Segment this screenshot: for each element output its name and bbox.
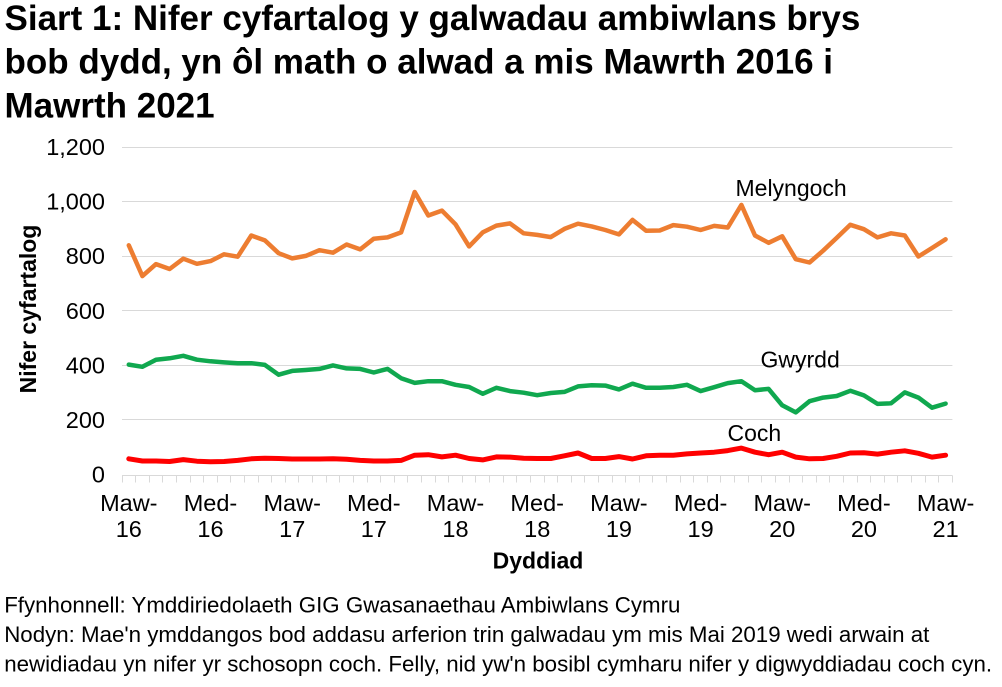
svg-text:800: 800 xyxy=(66,243,105,269)
svg-text:19: 19 xyxy=(688,516,714,542)
svg-text:Coch: Coch xyxy=(728,420,782,446)
svg-text:Siart 1: Nifer cyfartalog y ga: Siart 1: Nifer cyfartalog y galwadau amb… xyxy=(5,0,861,38)
svg-text:400: 400 xyxy=(66,352,105,378)
svg-text:Med-: Med- xyxy=(347,490,401,516)
svg-text:Maw-: Maw- xyxy=(427,490,484,516)
svg-text:Dyddiad: Dyddiad xyxy=(493,548,584,574)
svg-text:Gwyrdd: Gwyrdd xyxy=(761,347,840,373)
svg-text:Nodyn: Mae'n ymddangos bod add: Nodyn: Mae'n ymddangos bod addasu arferi… xyxy=(4,622,930,647)
svg-text:bob dydd, yn ôl math o alwad a: bob dydd, yn ôl math o alwad a mis Mawrt… xyxy=(5,43,834,82)
svg-text:18: 18 xyxy=(524,516,550,542)
svg-text:Maw-: Maw- xyxy=(590,490,647,516)
svg-text:Med-: Med- xyxy=(510,490,564,516)
svg-text:20: 20 xyxy=(851,516,877,542)
svg-text:Mawrth 2021: Mawrth 2021 xyxy=(5,86,215,125)
svg-text:Maw-: Maw- xyxy=(100,490,157,516)
svg-text:200: 200 xyxy=(66,407,105,433)
svg-text:1,200: 1,200 xyxy=(46,134,105,160)
svg-text:17: 17 xyxy=(279,516,305,542)
svg-text:21: 21 xyxy=(933,516,959,542)
svg-text:Med-: Med- xyxy=(184,490,238,516)
svg-text:16: 16 xyxy=(116,516,142,542)
svg-text:1,000: 1,000 xyxy=(46,189,105,215)
svg-text:Maw-: Maw- xyxy=(917,490,974,516)
svg-text:Maw-: Maw- xyxy=(263,490,320,516)
svg-text:20: 20 xyxy=(769,516,795,542)
svg-text:16: 16 xyxy=(197,516,223,542)
svg-text:Maw-: Maw- xyxy=(753,490,810,516)
svg-text:17: 17 xyxy=(361,516,387,542)
svg-text:Med-: Med- xyxy=(837,490,891,516)
svg-text:Melyngoch: Melyngoch xyxy=(736,175,847,201)
svg-text:Ffynhonnell: Ymddiriedolaeth G: Ffynhonnell: Ymddiriedolaeth GIG Gwasana… xyxy=(4,593,680,618)
svg-text:Nifer cyfartalog: Nifer cyfartalog xyxy=(15,225,41,394)
svg-text:600: 600 xyxy=(66,298,105,324)
svg-text:Med-: Med- xyxy=(674,490,728,516)
svg-text:newidiadau yn nifer yr schosop: newidiadau yn nifer yr schosopn coch. Fe… xyxy=(4,652,992,677)
svg-text:18: 18 xyxy=(442,516,468,542)
svg-text:19: 19 xyxy=(606,516,632,542)
svg-text:0: 0 xyxy=(92,462,105,488)
